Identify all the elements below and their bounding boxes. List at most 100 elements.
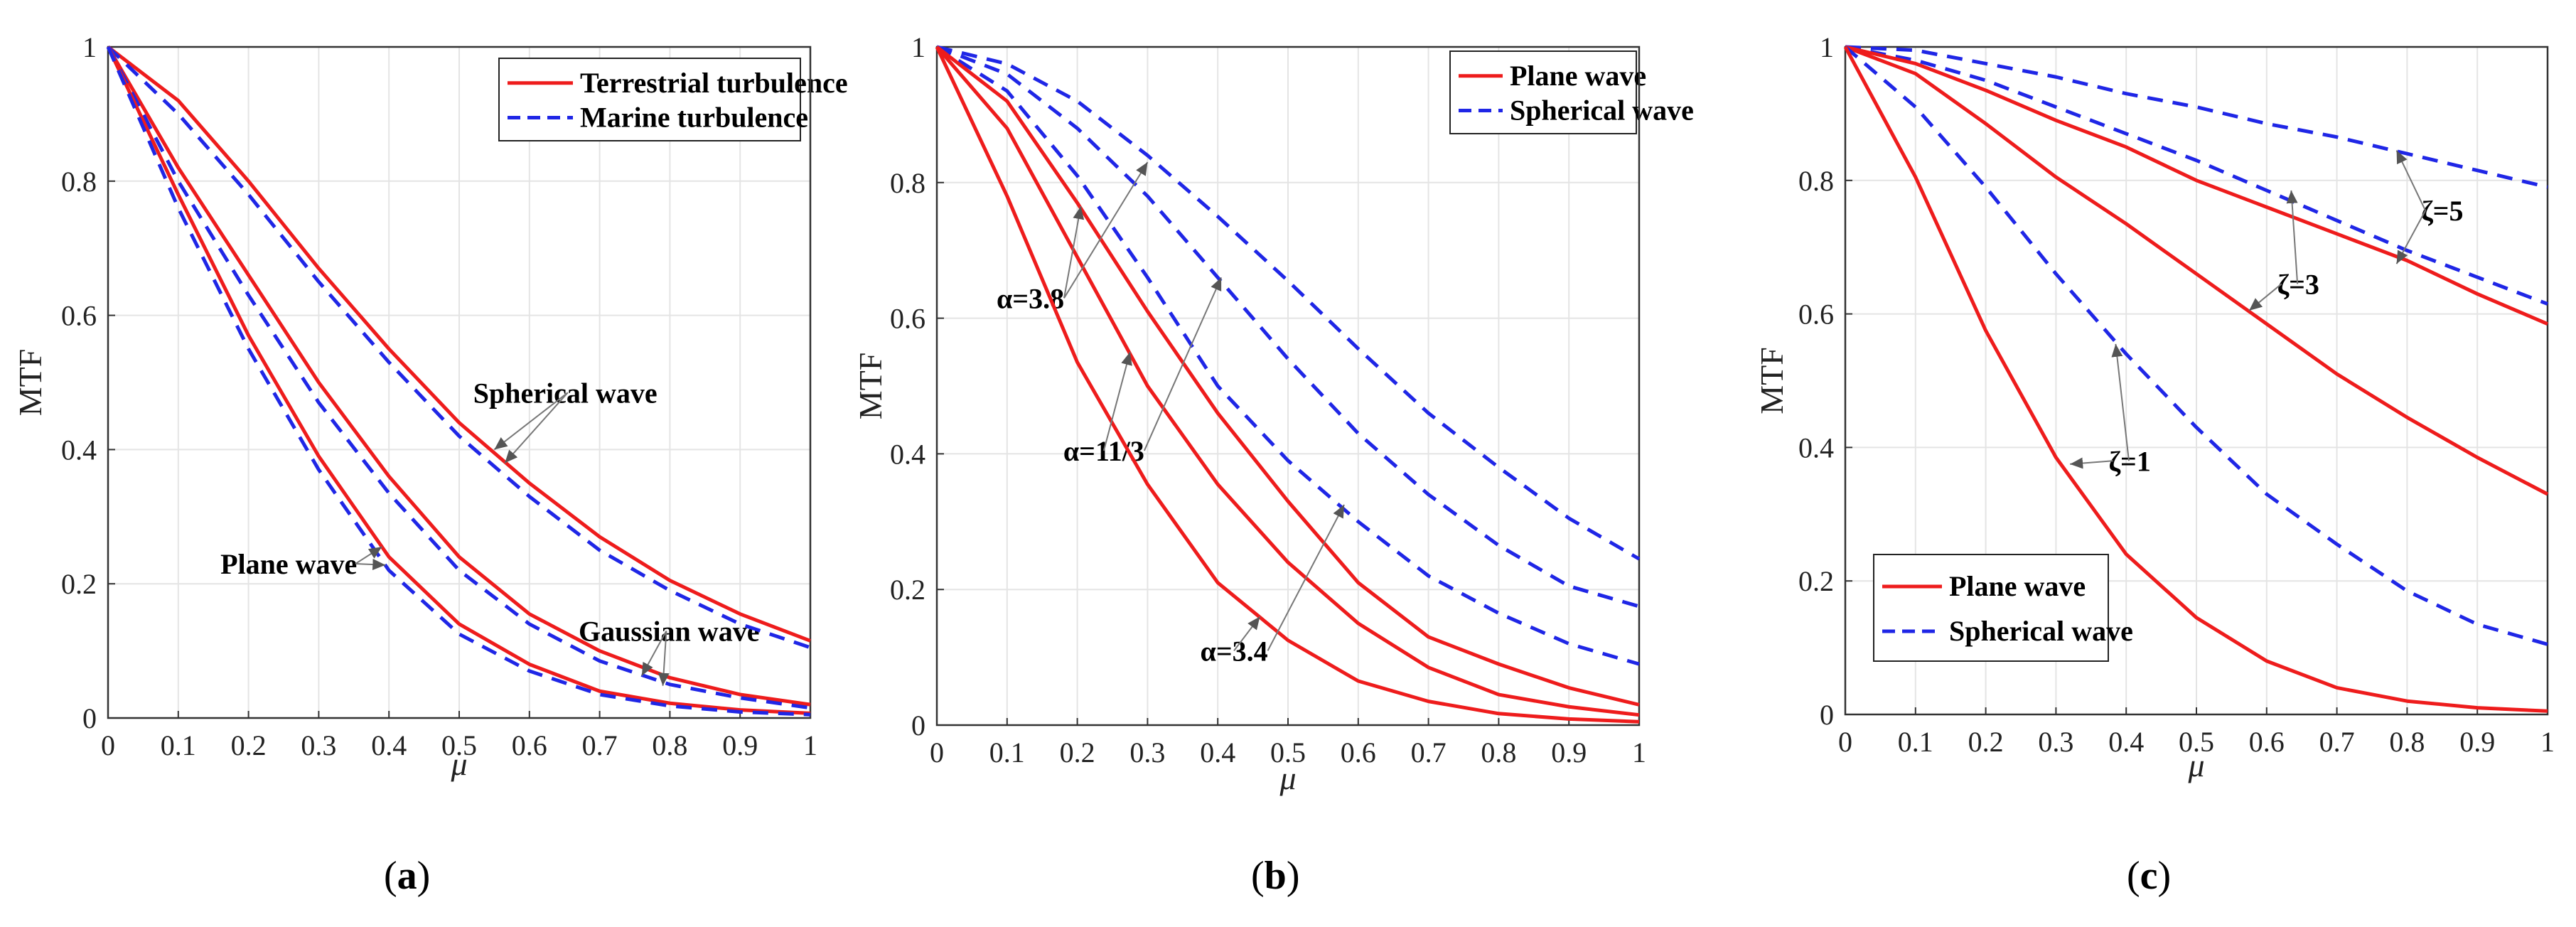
panel-b-legend: Plane wave Spherical wave — [1449, 50, 1694, 134]
panel-a-legend: Terrestrial turbulence Marine turbulence — [498, 58, 848, 141]
series-line — [107, 45, 811, 650]
panel-b-legend-box — [1449, 50, 1637, 134]
series-line — [106, 45, 811, 710]
panel-c-chart: MTF μ Plane wave Spherical wave ζ=5 ζ=3 … — [1754, 31, 2555, 898]
y-tick-label: 0.2 — [890, 574, 925, 606]
x-tick-label: 0.4 — [1200, 736, 1235, 768]
x-tick-label: 0.9 — [2459, 726, 2495, 758]
x-tick-label: 1 — [2540, 726, 2555, 758]
annotation-arrow — [504, 392, 569, 463]
x-tick-label: 0.6 — [2249, 726, 2285, 758]
series-line — [1844, 45, 2548, 646]
series-line — [936, 45, 1640, 609]
annotation-arrow — [658, 631, 670, 686]
panel-b-legend-spherical-label: Spherical wave — [1510, 95, 1694, 127]
plot-frame — [1844, 45, 2549, 716]
panel-b-ylabel: MTF — [852, 353, 889, 420]
y-tick-label: 0.6 — [890, 303, 925, 335]
y-tick-label: 0 — [1820, 699, 1834, 731]
panel-b-legend-plane-label: Plane wave — [1510, 60, 1646, 92]
y-tick-label: 1 — [911, 31, 925, 63]
x-tick-label: 0.9 — [1551, 736, 1587, 768]
panel-a-caption-letter: a — [397, 854, 417, 898]
x-tick-label: 0.3 — [301, 729, 336, 761]
series-line — [935, 45, 1640, 707]
panel-b-caption: (b) — [1251, 854, 1299, 898]
y-tick-label: 0.6 — [1798, 299, 1834, 331]
plot-frame — [935, 45, 1641, 727]
series-line — [106, 45, 811, 707]
x-tick-label: 0.6 — [512, 729, 547, 761]
annotation-arrow — [355, 559, 386, 571]
y-tick-label: 0 — [911, 709, 925, 741]
panel-c-legend-box — [1873, 554, 2109, 662]
annotation-arrow — [2395, 210, 2427, 264]
annotation-arrow — [2395, 150, 2427, 211]
x-tick-label: 0 — [930, 736, 944, 768]
annotation-arrow — [2248, 283, 2282, 311]
panel-c-legend-spherical-label: Spherical wave — [1949, 615, 2133, 647]
x-tick-label: 0.8 — [652, 729, 687, 761]
x-tick-label: 0.1 — [1898, 726, 1933, 758]
y-tick-label: 0.4 — [61, 434, 97, 466]
panel-b-annotation-alpha-3-8: α=3.8 — [997, 282, 1064, 314]
y-tick-label: 0 — [82, 702, 97, 734]
panel-c-annotation-zeta-5: ζ=5 — [2421, 195, 2463, 227]
series-line — [106, 45, 811, 715]
x-tick-label: 0.2 — [231, 729, 267, 761]
x-tick-label: 1 — [803, 729, 817, 761]
x-tick-label: 0.8 — [2389, 726, 2425, 758]
y-tick-label: 0.4 — [890, 438, 925, 470]
series-line — [935, 45, 1640, 717]
panel-c-legend-plane-label: Plane wave — [1949, 570, 2086, 602]
panel-c-ylabel: MTF — [1754, 347, 1790, 414]
x-tick-label: 0.5 — [441, 729, 477, 761]
annotation-arrow — [1102, 352, 1132, 451]
panel-a-legend-box — [498, 58, 801, 141]
panel-b-grid — [936, 46, 1640, 726]
panel-c-xlabel: μ — [2187, 747, 2204, 783]
panel-a-legend-marine-label: Marine turbulence — [580, 102, 808, 134]
y-tick-label: 1 — [1820, 31, 1834, 63]
annotation-arrow — [493, 392, 569, 451]
y-tick-label: 0.2 — [61, 568, 97, 600]
panel-a-annotation-spherical: Spherical wave — [473, 377, 658, 409]
annotation-arrow — [1233, 616, 1261, 651]
x-tick-label: 0.4 — [2108, 726, 2144, 758]
x-tick-label: 0.1 — [989, 736, 1025, 768]
annotation-arrow — [1267, 504, 1345, 651]
panel-c-annotation-zeta-3: ζ=3 — [2277, 268, 2319, 300]
x-tick-label: 0.7 — [2319, 726, 2355, 758]
series-line — [935, 45, 1640, 724]
panel-c-caption: (c) — [2127, 854, 2171, 898]
panel-b-annotation-alpha-11-3: α=11/3 — [1063, 435, 1144, 467]
x-tick-label: 1 — [1632, 736, 1646, 768]
y-tick-label: 1 — [82, 31, 97, 63]
panel-c-legend: Plane wave Spherical wave — [1873, 554, 2133, 662]
x-tick-label: 0 — [1838, 726, 1852, 758]
panel-a-annotation-plane: Plane wave — [220, 548, 357, 580]
panel-a-legend-terrestrial-label: Terrestrial turbulence — [580, 67, 848, 99]
y-tick-label: 0.4 — [1798, 432, 1834, 463]
series-line — [1845, 45, 2548, 306]
annotation-arrow — [2111, 343, 2130, 461]
panel-a-caption: (a) — [384, 854, 430, 898]
panel-a-ylabel: MTF — [12, 349, 48, 417]
annotation-arrow — [2070, 457, 2113, 469]
series-line — [1845, 45, 2549, 496]
x-tick-label: 0.7 — [582, 729, 618, 761]
panel-b-caption-letter: b — [1265, 854, 1287, 898]
series-line — [1845, 45, 2548, 189]
panel-a-xlabel: μ — [450, 746, 467, 782]
x-tick-label: 0.2 — [1060, 736, 1095, 768]
x-tick-label: 0.8 — [1481, 736, 1516, 768]
annotation-arrow — [1143, 277, 1223, 451]
annotation-arrow — [1063, 206, 1085, 299]
plot-frame — [107, 45, 812, 719]
series-line — [107, 45, 811, 643]
x-tick-label: 0.5 — [2179, 726, 2214, 758]
series-line — [1845, 45, 2548, 326]
y-tick-label: 0.8 — [890, 167, 925, 199]
series-line — [935, 45, 1640, 666]
